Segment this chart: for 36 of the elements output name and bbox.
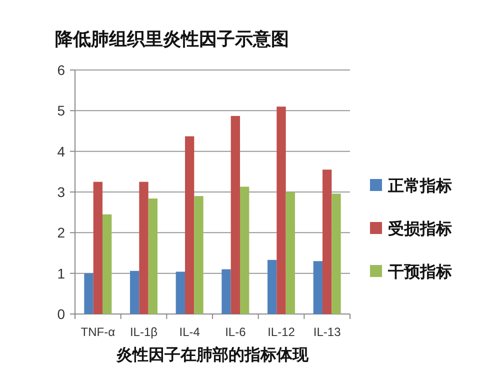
bar	[176, 272, 185, 314]
bar	[230, 116, 240, 314]
x-tick-label: IL-6	[225, 325, 246, 339]
bar	[93, 182, 102, 314]
y-tick-label: 6	[57, 62, 66, 78]
bar	[240, 186, 250, 314]
bar	[276, 106, 286, 314]
x-tick-label: IL-12	[268, 325, 296, 339]
y-tick-label: 4	[57, 143, 66, 160]
bar	[194, 196, 204, 314]
x-axis-title: 炎性因子在肺部的指标体现	[116, 346, 310, 364]
x-tick-label: IL-13	[313, 325, 342, 339]
bar	[313, 261, 322, 314]
y-tick-label: 5	[57, 102, 66, 119]
legend-label: 干预指标	[387, 263, 452, 281]
x-tick-label: IL-4	[179, 325, 200, 339]
bar	[139, 182, 148, 314]
x-tick-label: IL-1β	[130, 325, 158, 339]
bar	[84, 273, 94, 314]
bar	[148, 198, 158, 314]
y-tick-label: 3	[57, 184, 66, 200]
bar	[130, 270, 140, 314]
y-tick-label: 1	[57, 265, 66, 282]
bar	[322, 170, 332, 314]
bar	[268, 260, 277, 314]
bar	[185, 136, 194, 314]
x-tick-label: TNF-α	[80, 325, 116, 339]
y-tick-label: 0	[57, 306, 66, 322]
bar	[222, 269, 231, 314]
bar	[102, 214, 112, 314]
legend-label: 受损指标	[387, 220, 452, 238]
bar	[332, 194, 341, 314]
bar	[286, 192, 295, 314]
chart-title: 降低肺组织里炎性因子示意图	[55, 29, 289, 49]
y-tick-label: 2	[57, 224, 66, 241]
legend-label: 正常指标	[387, 177, 452, 195]
